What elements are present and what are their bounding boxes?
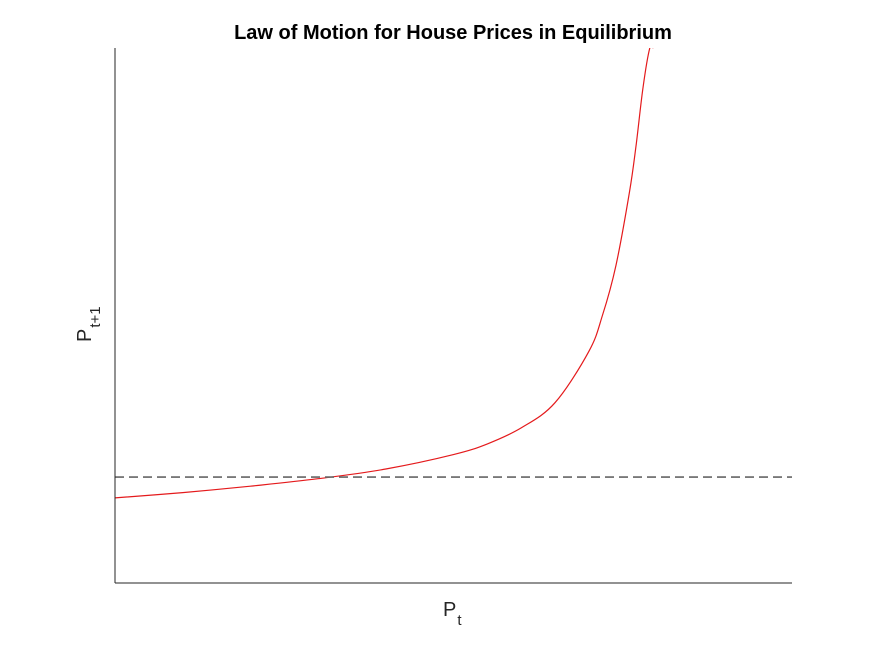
x-axis-label: Pt [443,599,462,629]
x-axis-label-main: P [443,599,456,621]
series-layer [115,48,792,499]
y-axis-label-main: P [74,329,96,342]
x-axis-label-subscript: t [457,612,462,629]
series-line-solid [115,48,654,499]
y-axis-label-subscript: t+1 [87,306,104,327]
plot-area [114,48,792,584]
chart-title: Law of Motion for House Prices in Equili… [234,22,672,44]
y-axis-label: Pt+1 [74,306,104,342]
